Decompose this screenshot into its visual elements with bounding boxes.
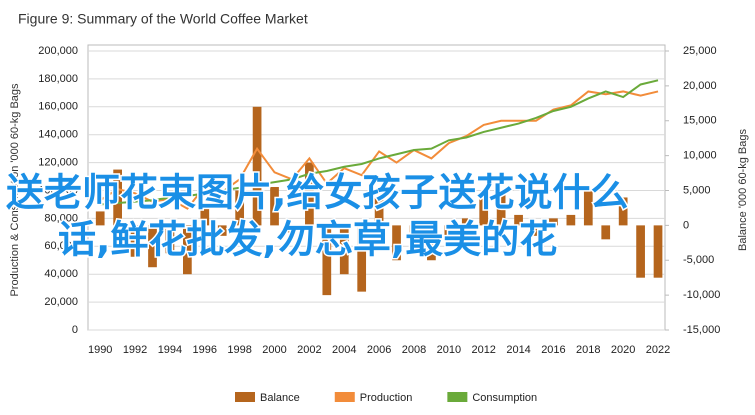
y-tick-label: 80,000	[44, 212, 78, 224]
y2-tick-label: -5,000	[683, 254, 714, 266]
bar	[305, 162, 314, 226]
bar	[95, 211, 105, 226]
bar	[113, 169, 122, 226]
x-tick-label: 1996	[193, 344, 217, 356]
x-tick-label: 2012	[471, 344, 495, 356]
x-tick-label: 2000	[262, 344, 286, 356]
y-tick-label: 0	[72, 324, 78, 336]
legend-label: Balance	[260, 392, 300, 404]
x-tick-label: 1990	[88, 344, 112, 356]
x-tick-label: 1994	[158, 344, 182, 356]
bar	[444, 225, 454, 240]
y-tick-label: 200,000	[38, 45, 78, 57]
bar	[200, 204, 210, 226]
x-tick-label: 2008	[402, 344, 426, 356]
bar	[583, 190, 593, 226]
y2-tick-label: -15,000	[683, 324, 720, 336]
x-tick-label: 2002	[297, 344, 321, 356]
bar	[130, 225, 140, 257]
y2-tick-label: 10,000	[683, 150, 717, 162]
bar	[252, 106, 262, 226]
legend-swatch	[447, 392, 468, 402]
bar	[409, 225, 419, 233]
x-tick-label: 2022	[646, 344, 670, 356]
bar	[653, 225, 663, 278]
x-tick-label: 2020	[611, 344, 635, 356]
legend-swatch	[235, 392, 255, 402]
bar	[427, 225, 436, 261]
bar	[461, 218, 471, 226]
y2-tick-label: 20,000	[683, 80, 717, 92]
bar	[165, 225, 175, 254]
y2-tick-label: -10,000	[683, 289, 720, 301]
x-tick-label: 1998	[227, 344, 251, 356]
bar	[549, 218, 558, 226]
y2-tick-label: 15,000	[683, 115, 717, 127]
y-tick-label: 100,000	[38, 184, 78, 196]
y2-axis-title: Balance '000 60-kg Bags	[737, 129, 749, 251]
y-tick-label: 20,000	[44, 296, 78, 308]
watermark-text: 送老师花束图片,给女孩子送花说什么	[6, 171, 628, 215]
y-tick-label: 180,000	[38, 73, 78, 85]
y-tick-label: 60,000	[44, 240, 78, 252]
x-tick-label: 2014	[506, 344, 530, 356]
x-tick-label: 2016	[541, 344, 565, 356]
bar	[392, 225, 401, 261]
watermark-text: 话,鲜花批发,勿忘草,最美的花	[58, 218, 557, 262]
y2-tick-label: 5,000	[683, 184, 711, 196]
bar	[235, 190, 245, 226]
legend-swatch	[334, 392, 355, 402]
y2-tick-label: 0	[683, 219, 689, 231]
y-axis-title: Production & Consumption '000 60-kg Bags	[9, 83, 21, 297]
bar	[514, 214, 523, 226]
bar	[322, 225, 332, 296]
bar	[357, 225, 367, 292]
bar	[339, 225, 349, 275]
x-tick-label: 2004	[332, 344, 356, 356]
bar	[636, 225, 645, 278]
line	[99, 90, 659, 210]
x-tick-label: 2010	[437, 344, 461, 356]
x-tick-label: 1992	[123, 344, 147, 356]
chart-title: Figure 9: Summary of the World Coffee Ma…	[18, 11, 308, 27]
x-tick-label: 2006	[367, 344, 391, 356]
y-tick-label: 40,000	[44, 268, 78, 280]
bar	[618, 197, 628, 226]
bar	[148, 225, 157, 268]
legend-label: Production	[360, 392, 413, 404]
bar	[374, 197, 384, 226]
bar	[270, 187, 279, 226]
y2-tick-label: 25,000	[683, 45, 717, 57]
x-tick-label: 2018	[576, 344, 600, 356]
y-tick-label: 120,000	[38, 157, 78, 169]
line	[100, 79, 659, 206]
bar	[183, 225, 192, 275]
bar	[496, 190, 506, 226]
bar	[479, 193, 489, 226]
y-tick-label: 160,000	[38, 101, 78, 113]
y-tick-label: 140,000	[38, 129, 78, 141]
bar	[566, 214, 576, 226]
bar	[287, 225, 297, 233]
legend-label: Consumption	[472, 392, 537, 404]
bar	[531, 225, 541, 236]
bar	[601, 225, 611, 240]
bar	[217, 225, 227, 236]
